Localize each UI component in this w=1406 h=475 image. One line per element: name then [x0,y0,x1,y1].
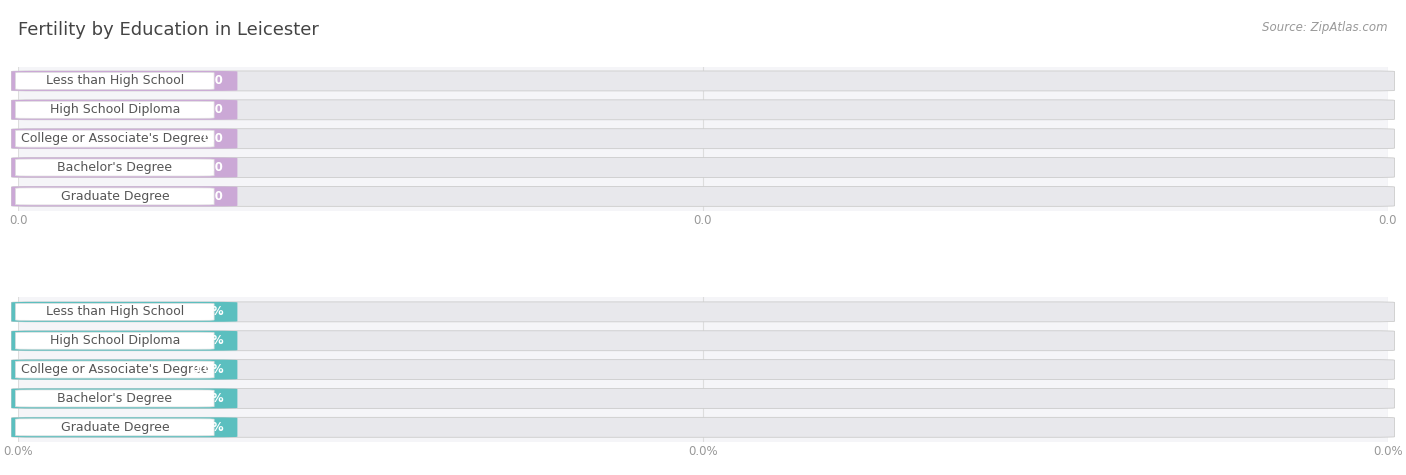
FancyBboxPatch shape [11,389,238,408]
FancyBboxPatch shape [11,418,1395,437]
Text: Graduate Degree: Graduate Degree [60,421,169,434]
FancyBboxPatch shape [15,159,214,176]
Text: Less than High School: Less than High School [46,305,184,318]
Text: High School Diploma: High School Diploma [49,103,180,116]
FancyBboxPatch shape [11,129,1395,149]
FancyBboxPatch shape [11,71,238,91]
Text: 0.0%: 0.0% [191,305,224,318]
Text: Fertility by Education in Leicester: Fertility by Education in Leicester [18,21,319,39]
Text: 0.0: 0.0 [202,132,224,145]
FancyBboxPatch shape [11,389,1395,408]
FancyBboxPatch shape [15,72,214,89]
FancyBboxPatch shape [15,390,214,407]
Text: Bachelor's Degree: Bachelor's Degree [58,161,173,174]
Text: High School Diploma: High School Diploma [49,334,180,347]
Text: 0.0%: 0.0% [191,421,224,434]
FancyBboxPatch shape [11,302,1395,322]
FancyBboxPatch shape [11,331,238,351]
Text: Graduate Degree: Graduate Degree [60,190,169,203]
FancyBboxPatch shape [11,360,238,380]
FancyBboxPatch shape [15,188,214,205]
Text: College or Associate's Degree: College or Associate's Degree [21,132,208,145]
FancyBboxPatch shape [11,129,238,149]
FancyBboxPatch shape [11,100,238,120]
Text: 0.0%: 0.0% [191,334,224,347]
Text: College or Associate's Degree: College or Associate's Degree [21,363,208,376]
Text: Less than High School: Less than High School [46,75,184,87]
FancyBboxPatch shape [15,130,214,147]
FancyBboxPatch shape [11,186,1395,206]
FancyBboxPatch shape [15,419,214,436]
Text: Source: ZipAtlas.com: Source: ZipAtlas.com [1263,21,1388,34]
Text: 0.0%: 0.0% [191,363,224,376]
FancyBboxPatch shape [15,304,214,320]
Text: 0.0: 0.0 [202,75,224,87]
FancyBboxPatch shape [15,101,214,118]
FancyBboxPatch shape [11,158,238,178]
FancyBboxPatch shape [11,100,1395,120]
Text: 0.0%: 0.0% [191,392,224,405]
Text: 0.0: 0.0 [202,190,224,203]
FancyBboxPatch shape [11,158,1395,178]
FancyBboxPatch shape [11,302,238,322]
Text: 0.0: 0.0 [202,161,224,174]
FancyBboxPatch shape [15,361,214,378]
FancyBboxPatch shape [11,186,238,206]
FancyBboxPatch shape [15,332,214,349]
FancyBboxPatch shape [11,418,238,437]
FancyBboxPatch shape [11,71,1395,91]
FancyBboxPatch shape [11,360,1395,380]
Text: 0.0: 0.0 [202,103,224,116]
Text: Bachelor's Degree: Bachelor's Degree [58,392,173,405]
FancyBboxPatch shape [11,331,1395,351]
